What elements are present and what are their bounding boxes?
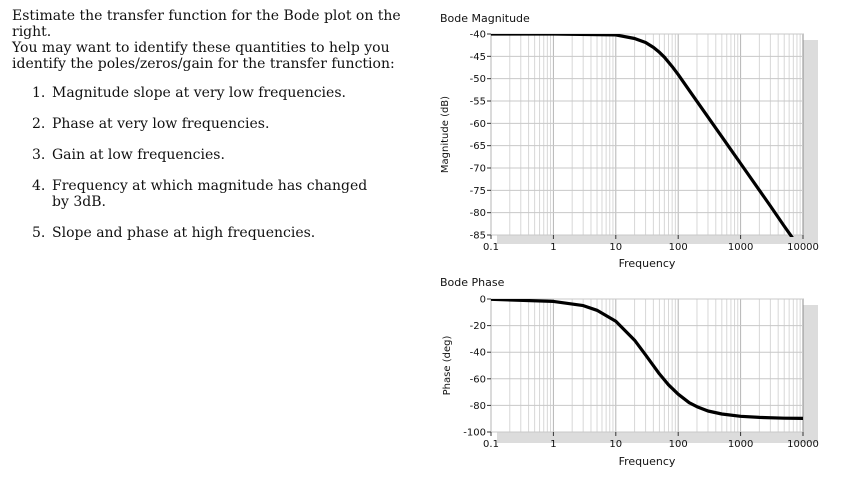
plot-area xyxy=(490,298,804,433)
y-tick-label: 0 xyxy=(480,295,486,306)
y-tick-label: -50 xyxy=(470,74,486,85)
y-tick-label: -45 xyxy=(470,52,486,63)
x-tick-label: 0.1 xyxy=(483,242,499,253)
phase-chart: 0 -20 -40 -60 -80 -1000.1 1 10 100 1000 10000 Bode … xyxy=(440,276,819,468)
magnitude-chart: -40 -45 -50 -55 -60 -65 -70 -75 -80 -850.1 1 10 100 1… xyxy=(440,12,819,270)
question-item-text: Frequency at which magnitude has changed… xyxy=(52,178,368,210)
plot-area xyxy=(490,33,804,236)
x-tick-label: 10 xyxy=(609,439,622,450)
y-tick-label: -65 xyxy=(470,141,486,152)
y-tick-label: -60 xyxy=(470,374,486,385)
y-tick-label: -70 xyxy=(470,164,486,175)
question-item: 3. Gain at low frequencies. xyxy=(12,147,412,163)
question-intro: Estimate the transfer function for the B… xyxy=(12,8,401,40)
y-tick-label: -40 xyxy=(470,30,486,41)
y-axis-label: Phase (deg) xyxy=(442,336,453,396)
y-tick-label: -40 xyxy=(470,348,486,359)
x-tick-label: 0.1 xyxy=(483,439,499,450)
question-item-text: Phase at very low frequencies. xyxy=(52,116,270,132)
question-item: 5. Slope and phase at high frequencies. xyxy=(12,225,412,241)
question-list: 1. Magnitude slope at very low frequencie… xyxy=(12,85,412,241)
question-panel: Estimate the transfer function for the B… xyxy=(12,8,412,256)
question-item: 2. Phase at very low frequencies. xyxy=(12,116,412,132)
question-hint: You may want to identify these quantitie… xyxy=(12,40,395,72)
x-tick-label: 10000 xyxy=(787,242,819,253)
question-item-text: Magnitude slope at very low frequencies. xyxy=(52,85,346,101)
phase-curve xyxy=(491,299,803,420)
chart-title: Bode Magnitude xyxy=(440,12,530,25)
x-tick-label: 10 xyxy=(609,242,622,253)
y-tick-label: -60 xyxy=(470,119,486,130)
x-tick-label: 100 xyxy=(669,439,688,450)
x-tick-label: 1 xyxy=(550,439,556,450)
magnitude-curve xyxy=(491,34,794,237)
question-item: 1. Magnitude slope at very low frequencie… xyxy=(12,85,412,101)
x-tick-label: 1000 xyxy=(728,439,753,450)
x-tick-label: 100 xyxy=(669,242,688,253)
chart-title: Bode Phase xyxy=(440,276,505,289)
question-item-number: 1. xyxy=(32,85,46,101)
y-tick-label: -80 xyxy=(470,208,486,219)
question-item-number: 4. xyxy=(32,178,46,194)
y-axis-label: Magnitude (dB) xyxy=(440,96,451,173)
y-tick-label: -55 xyxy=(470,97,486,108)
question-item-number: 5. xyxy=(32,225,46,241)
y-tick-label: -80 xyxy=(470,401,486,412)
question-item-number: 2. xyxy=(32,116,46,132)
x-axis-label: Frequency xyxy=(619,455,676,468)
y-tick-label: -100 xyxy=(463,428,486,439)
x-tick-label: 10000 xyxy=(787,439,819,450)
question-item-text: Slope and phase at high frequencies. xyxy=(52,225,316,241)
x-axis-label: Frequency xyxy=(619,257,676,270)
y-tick-label: -85 xyxy=(470,231,486,242)
x-tick-label: 1 xyxy=(550,242,556,253)
question-item: 4. Frequency at which magnitude has chang… xyxy=(12,178,412,210)
y-tick-label: -75 xyxy=(470,186,486,197)
x-tick-label: 1000 xyxy=(728,242,753,253)
question-item-number: 3. xyxy=(32,147,46,163)
question-item-text: Gain at low frequencies. xyxy=(52,147,225,163)
y-tick-label: -20 xyxy=(470,321,486,332)
